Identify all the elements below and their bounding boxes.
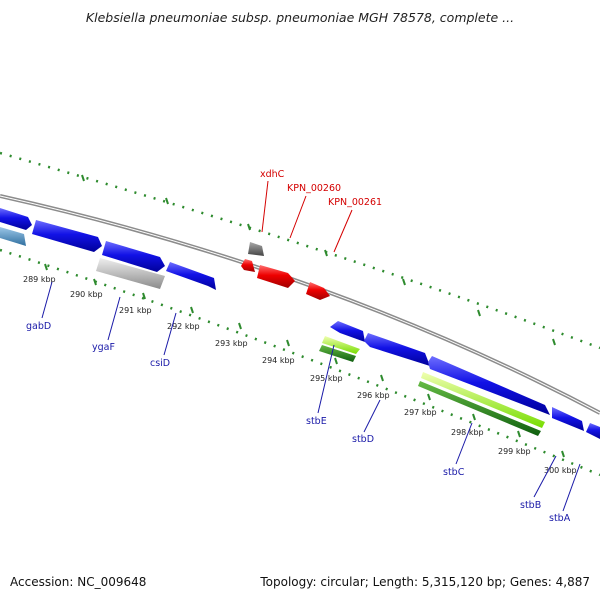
gene-labels: gabD ygaF csiD stbE stbD stbC stbB stbA … (26, 169, 571, 524)
pseudogene-feature[interactable] (248, 242, 264, 256)
gene-label[interactable]: stbA (549, 513, 571, 524)
pseudogene-feature[interactable] (96, 258, 165, 289)
cds-feature[interactable] (102, 241, 165, 272)
cds-feature[interactable] (428, 356, 550, 415)
tick-label: 299 kbp (498, 447, 531, 456)
tick-label: 290 kbp (70, 290, 103, 299)
topology-label: Topology: circular; Length: 5,315,120 bp… (260, 575, 590, 589)
rna-feature[interactable] (421, 372, 545, 428)
gene-label[interactable]: stbC (443, 467, 465, 478)
gene-label[interactable]: KPN_00260 (287, 183, 341, 194)
inner-dotted-ring (0, 248, 600, 477)
leader-lines (41, 180, 581, 512)
tick-label: 294 kbp (262, 356, 295, 365)
gene-label[interactable]: gabD (26, 321, 51, 332)
outer-dotted-ring (0, 151, 600, 350)
rna-feature[interactable] (319, 345, 356, 362)
tick-label: 297 kbp (404, 408, 437, 417)
cds-feature[interactable] (586, 423, 600, 439)
tick-label: 300 kbp (544, 466, 577, 475)
tick-label: 298 kbp (451, 428, 484, 437)
tick-label: 296 kbp (357, 391, 390, 400)
tick-label: 291 kbp (119, 306, 152, 315)
cds-feature[interactable] (330, 321, 365, 342)
cds-feature[interactable] (0, 208, 32, 230)
genome-backbone (0, 194, 600, 415)
cds-feature[interactable] (0, 227, 26, 246)
cds-feature[interactable] (241, 259, 255, 272)
tick-label: 293 kbp (215, 339, 248, 348)
tick-label: 292 kbp (167, 322, 200, 331)
cds-feature[interactable] (552, 407, 584, 431)
tick-labels: 289 kbp 290 kbp 291 kbp 292 kbp 293 kbp … (23, 275, 577, 475)
gene-label[interactable]: KPN_00261 (328, 197, 382, 208)
gene-label[interactable]: stbB (520, 500, 541, 511)
gene-label[interactable]: ygaF (92, 342, 115, 353)
forward-features (0, 208, 600, 439)
gene-label[interactable]: xdhC (260, 169, 285, 180)
gene-label[interactable]: csiD (150, 358, 170, 369)
tick-label: 289 kbp (23, 275, 56, 284)
cds-feature[interactable] (306, 282, 330, 300)
accession-label: Accession: NC_009648 (10, 575, 147, 589)
cds-feature[interactable] (364, 333, 430, 366)
gene-label[interactable]: stbD (352, 434, 374, 445)
outer-ring-ticks (81, 174, 556, 346)
inner-ring-ticks (44, 263, 565, 458)
reverse-features (0, 227, 545, 436)
cds-feature[interactable] (32, 220, 102, 252)
gene-label[interactable]: stbE (306, 416, 327, 427)
rna-feature[interactable] (322, 336, 360, 354)
cds-feature[interactable] (257, 265, 295, 288)
cds-feature[interactable] (166, 262, 216, 290)
map-title: Klebsiella pneumoniae subsp. pneumoniae … (85, 10, 515, 25)
rna-feature[interactable] (418, 381, 541, 436)
